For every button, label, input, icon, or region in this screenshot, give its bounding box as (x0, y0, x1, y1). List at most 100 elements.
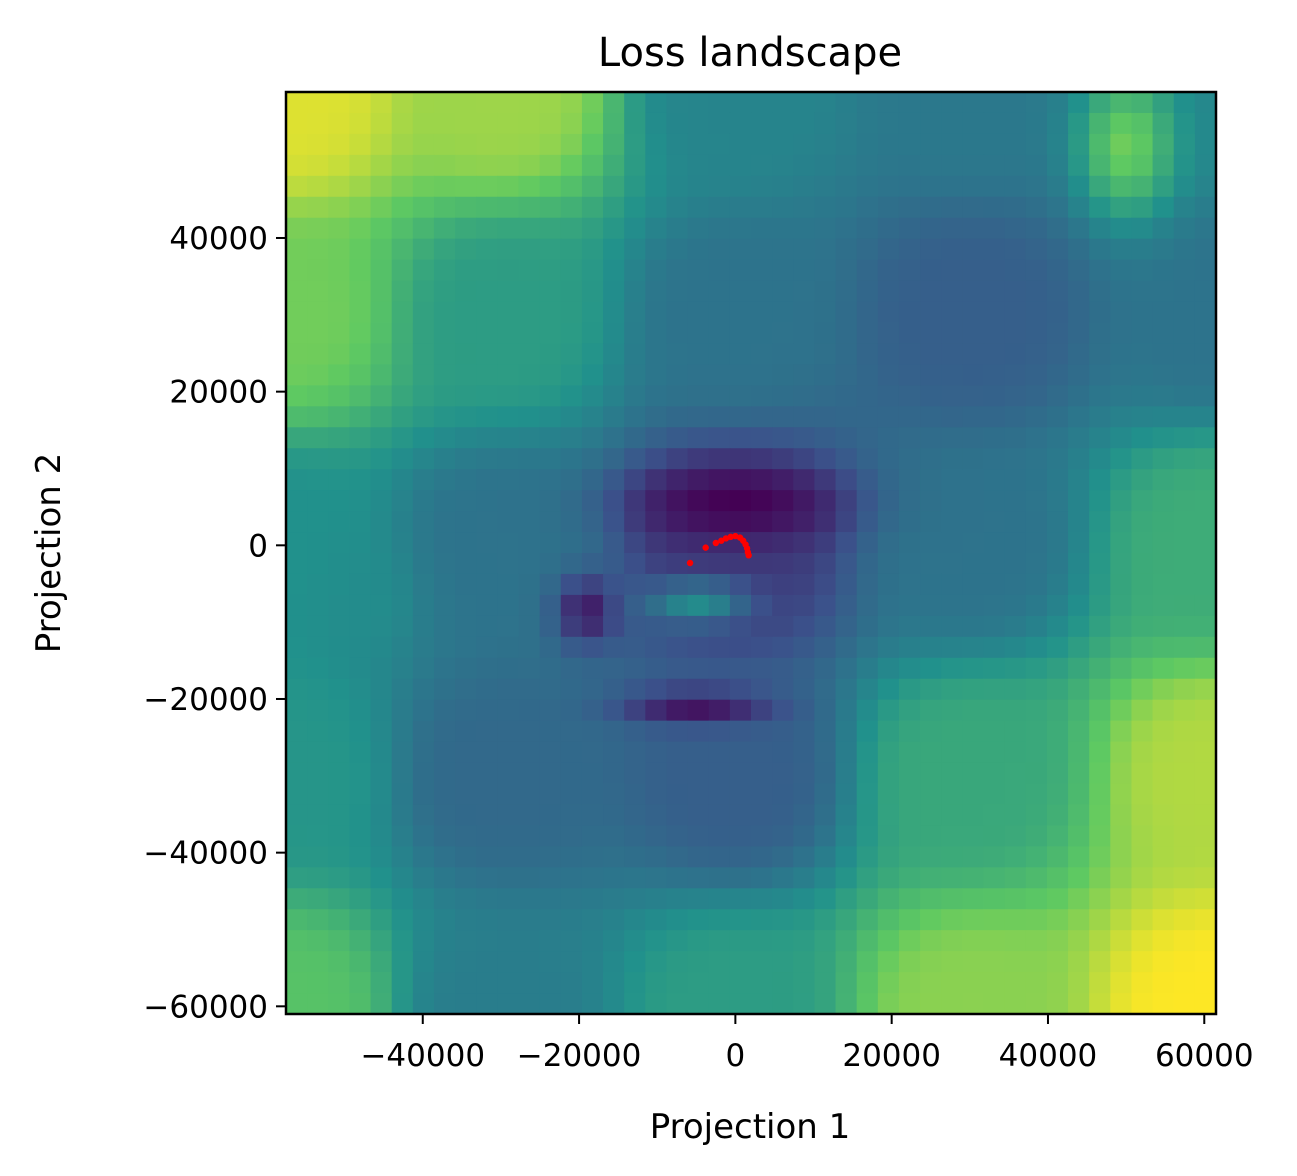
heatmap-cell (856, 951, 879, 973)
heatmap-cell (772, 427, 794, 449)
heatmap-cell (835, 322, 858, 345)
heatmap-cell (772, 322, 794, 345)
heatmap-cell (645, 238, 668, 261)
heatmap-cell (518, 238, 541, 261)
heatmap-cell (877, 720, 900, 743)
heatmap-cell (708, 448, 731, 470)
heatmap-cell (1068, 951, 1090, 973)
heatmap-cell (1194, 678, 1217, 701)
heatmap-cell (497, 678, 520, 701)
heatmap-cell (1110, 385, 1133, 407)
heatmap-cell (708, 196, 731, 219)
heatmap-cell (476, 951, 498, 973)
heatmap-cell (560, 657, 583, 680)
heatmap-cell (1025, 532, 1048, 554)
heatmap-cell (1173, 762, 1196, 785)
heatmap-cell (941, 657, 963, 680)
heatmap-cell (391, 615, 414, 638)
heatmap-cell (581, 469, 604, 491)
heatmap-cell (1194, 238, 1217, 261)
heatmap-cell (645, 448, 668, 470)
heatmap-cell (898, 469, 921, 491)
heatmap-cell (328, 951, 351, 973)
heatmap-cell (1110, 972, 1133, 994)
heatmap-cell (349, 322, 372, 345)
heatmap-cell (581, 762, 604, 785)
heatmap-cell (433, 490, 456, 512)
heatmap-cell (898, 888, 921, 910)
heatmap-cell (455, 343, 477, 365)
heatmap-cell (286, 972, 308, 994)
heatmap-cell (729, 196, 752, 219)
heatmap-cell (328, 448, 351, 470)
heatmap-cell (729, 343, 752, 365)
heatmap-cell (920, 364, 942, 386)
heatmap-cell (645, 993, 668, 1015)
heatmap-cell (793, 951, 816, 973)
heatmap-cell (1089, 364, 1111, 386)
heatmap-cell (1004, 909, 1027, 931)
heatmap-cell (666, 343, 689, 365)
heatmap-cell (307, 573, 329, 596)
heatmap-cell (497, 762, 520, 785)
heatmap-cell (518, 553, 541, 575)
heatmap-cell (1046, 343, 1069, 365)
heatmap-cell (1194, 762, 1217, 785)
heatmap-cell (751, 259, 773, 282)
heatmap-cell (962, 448, 985, 470)
heatmap-cell (286, 532, 308, 554)
heatmap-cell (962, 699, 985, 722)
heatmap-cell (328, 343, 351, 365)
heatmap-cell (729, 636, 752, 659)
heatmap-cell (560, 406, 583, 428)
heatmap-cell (581, 573, 604, 596)
heatmap-cell (729, 804, 752, 826)
heatmap-cell (814, 532, 837, 554)
heatmap-cell (370, 490, 393, 512)
heatmap-cell (307, 259, 329, 282)
heatmap-cell (624, 112, 646, 135)
heatmap-cell (1025, 175, 1048, 198)
heatmap-cell (476, 175, 498, 198)
heatmap-cell (941, 699, 963, 722)
heatmap-cell (497, 511, 520, 533)
heatmap-cell (518, 930, 541, 952)
x-tick-label: 0 (726, 1038, 746, 1074)
heatmap-cell (983, 133, 1006, 156)
heatmap-cell (708, 469, 731, 491)
heatmap-cell (898, 930, 921, 952)
heatmap-cell (772, 615, 794, 638)
heatmap-cell (941, 469, 963, 491)
heatmap-cell (349, 427, 372, 449)
heatmap-cell (433, 154, 456, 177)
heatmap-cell (286, 490, 308, 512)
heatmap-cell (539, 259, 562, 282)
heatmap-cell (920, 406, 942, 428)
heatmap-cell (941, 490, 963, 512)
heatmap-cell (666, 930, 689, 952)
heatmap-cell (941, 762, 963, 785)
heatmap-cell (708, 553, 731, 575)
heatmap-cell (645, 972, 668, 994)
heatmap-cell (941, 364, 963, 386)
heatmap-cell (1110, 280, 1133, 303)
heatmap-cell (518, 762, 541, 785)
heatmap-cell (560, 762, 583, 785)
heatmap-cell (349, 280, 372, 303)
heatmap-cell (666, 154, 689, 177)
heatmap-cell (729, 280, 752, 303)
heatmap-cell (687, 993, 710, 1015)
heatmap-cell (328, 594, 351, 617)
heatmap-cell (624, 490, 646, 512)
heatmap-cell (941, 636, 963, 659)
heatmap-cell (603, 972, 625, 994)
heatmap-cell (1089, 741, 1111, 764)
heatmap-cell (645, 532, 668, 554)
heatmap-cell (518, 699, 541, 722)
heatmap-cell (941, 993, 963, 1015)
heatmap-cell (433, 972, 456, 994)
heatmap-cell (708, 385, 731, 407)
heatmap-cell (941, 615, 963, 638)
heatmap-cell (518, 217, 541, 240)
heatmap-cell (1131, 636, 1154, 659)
